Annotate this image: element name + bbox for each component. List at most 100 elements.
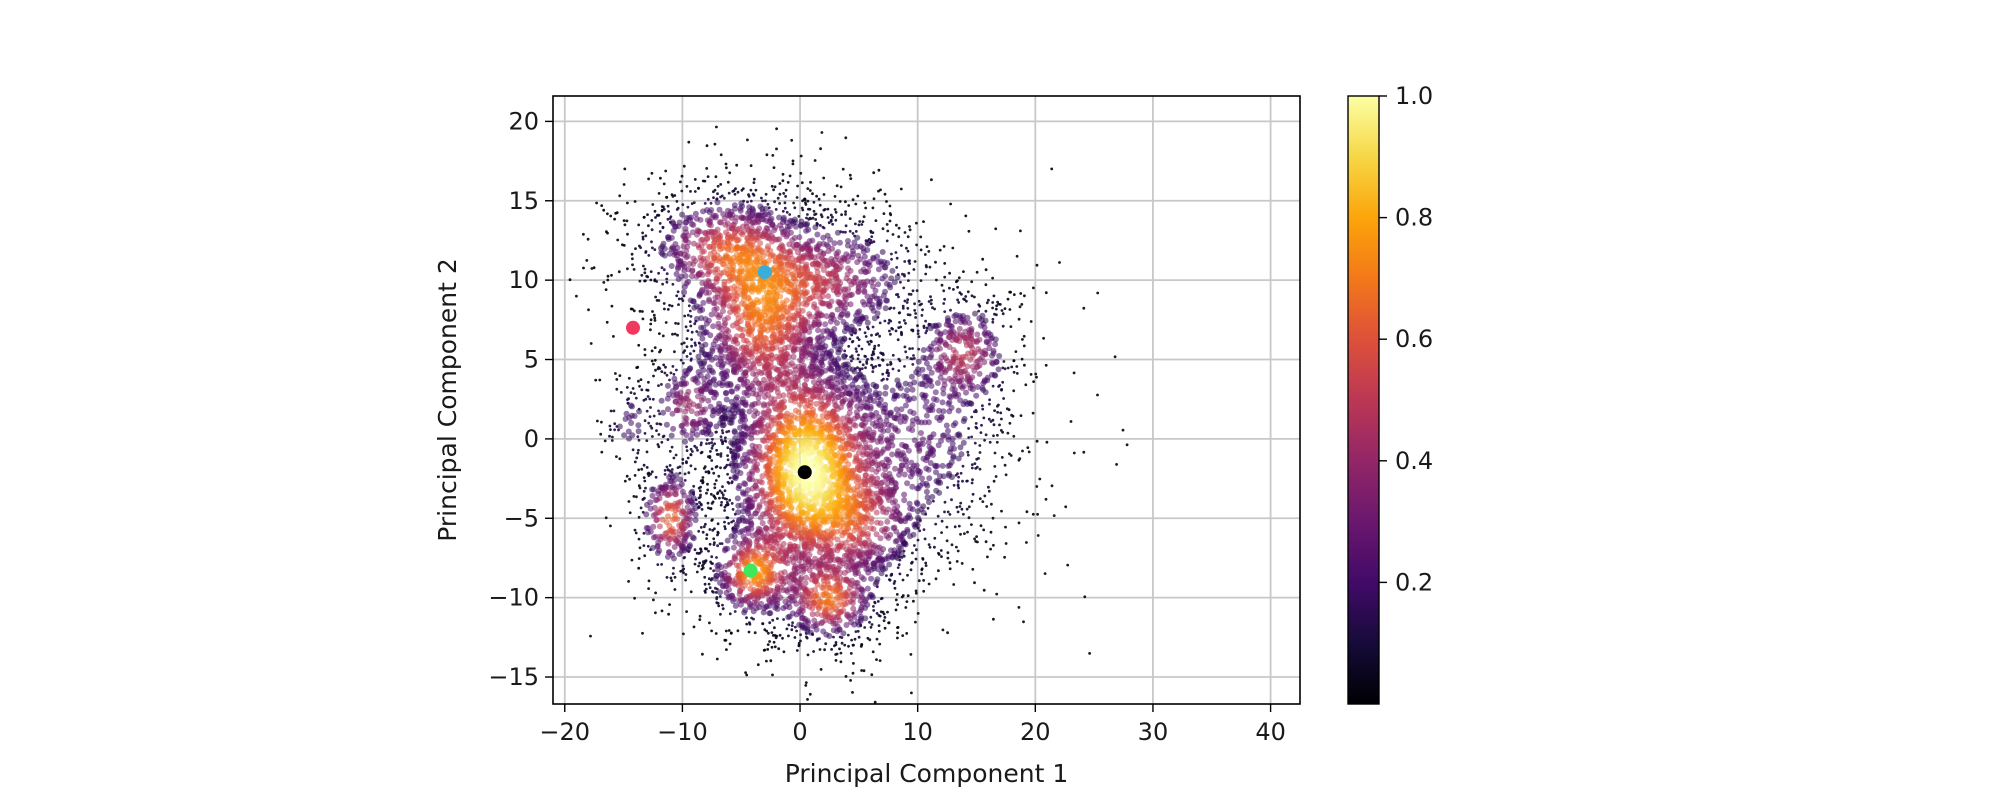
density-point: [633, 392, 636, 395]
density-point: [651, 470, 654, 473]
density-point: [956, 286, 959, 289]
density-point: [953, 318, 959, 324]
density-point: [876, 638, 879, 641]
density-point: [979, 468, 982, 471]
density-point: [803, 228, 809, 234]
density-point: [849, 217, 852, 220]
density-point: [708, 222, 714, 228]
density-point: [713, 423, 719, 429]
density-point: [947, 551, 950, 554]
density-point: [882, 391, 888, 397]
density-point: [1021, 450, 1024, 453]
density-point: [653, 415, 656, 418]
density-point: [760, 520, 766, 526]
density-point: [774, 185, 777, 188]
density-point: [731, 480, 734, 483]
density-point: [724, 546, 730, 552]
density-point: [1035, 376, 1038, 379]
density-point: [652, 375, 655, 378]
density-point: [706, 144, 709, 147]
density-point: [696, 449, 699, 452]
density-point: [899, 573, 902, 576]
density-point: [869, 616, 872, 619]
density-point: [720, 452, 723, 455]
density-point: [1016, 255, 1019, 258]
density-point: [871, 358, 874, 361]
density-point: [621, 432, 627, 438]
density-point: [977, 371, 983, 377]
density-point: [886, 378, 889, 381]
density-point: [654, 359, 657, 362]
density-point: [897, 566, 900, 569]
density-point: [699, 490, 702, 493]
density-point: [889, 213, 892, 216]
density-point: [907, 313, 910, 316]
density-point: [799, 350, 805, 356]
density-point: [967, 454, 970, 457]
density-point: [720, 501, 723, 504]
density-point: [896, 593, 899, 596]
density-point: [786, 628, 789, 631]
density-point: [734, 394, 740, 400]
density-point: [887, 374, 890, 377]
density-point: [917, 539, 920, 542]
density-point: [645, 250, 648, 253]
density-point: [849, 174, 852, 177]
density-point: [695, 380, 701, 386]
density-point: [872, 367, 875, 370]
density-point: [782, 618, 785, 621]
density-point: [811, 192, 814, 195]
density-point: [915, 468, 921, 474]
density-point: [677, 466, 680, 469]
density-point: [965, 300, 968, 303]
density-point: [855, 347, 858, 350]
density-point: [686, 449, 689, 452]
density-point: [766, 153, 769, 156]
density-point: [638, 516, 641, 519]
density-point: [658, 192, 661, 195]
density-point: [968, 516, 971, 519]
density-point: [959, 502, 962, 505]
density-point: [858, 220, 861, 223]
density-point: [843, 644, 846, 647]
density-point: [1030, 320, 1033, 323]
density-point: [1025, 541, 1028, 544]
density-point: [1026, 510, 1029, 513]
density-point: [896, 631, 899, 634]
density-point: [823, 227, 826, 230]
density-point: [632, 448, 635, 451]
density-point: [726, 454, 729, 457]
density-point: [651, 310, 654, 313]
density-point: [787, 635, 790, 638]
density-point: [657, 272, 660, 275]
density-point: [714, 497, 717, 500]
density-point: [875, 658, 878, 661]
density-point: [746, 201, 749, 204]
density-point: [771, 674, 774, 677]
density-point: [745, 674, 748, 677]
density-point: [705, 492, 708, 495]
density-point: [922, 579, 925, 582]
density-point: [728, 192, 731, 195]
density-point: [693, 626, 696, 629]
density-point: [659, 349, 662, 352]
density-point: [925, 495, 931, 501]
density-point: [944, 501, 947, 504]
density-point: [694, 548, 697, 551]
density-point: [910, 653, 913, 656]
density-point: [899, 442, 905, 448]
density-point: [988, 398, 991, 401]
density-point: [720, 455, 723, 458]
density-point: [956, 506, 959, 509]
density-point: [663, 435, 666, 438]
density-point: [943, 262, 946, 265]
density-point: [889, 220, 892, 223]
density-point: [600, 421, 603, 424]
density-point: [967, 290, 970, 293]
density-point: [952, 583, 955, 586]
density-point: [958, 444, 964, 450]
density-point: [879, 322, 882, 325]
density-point: [959, 533, 962, 536]
density-point: [696, 552, 699, 555]
density-point: [979, 451, 982, 454]
